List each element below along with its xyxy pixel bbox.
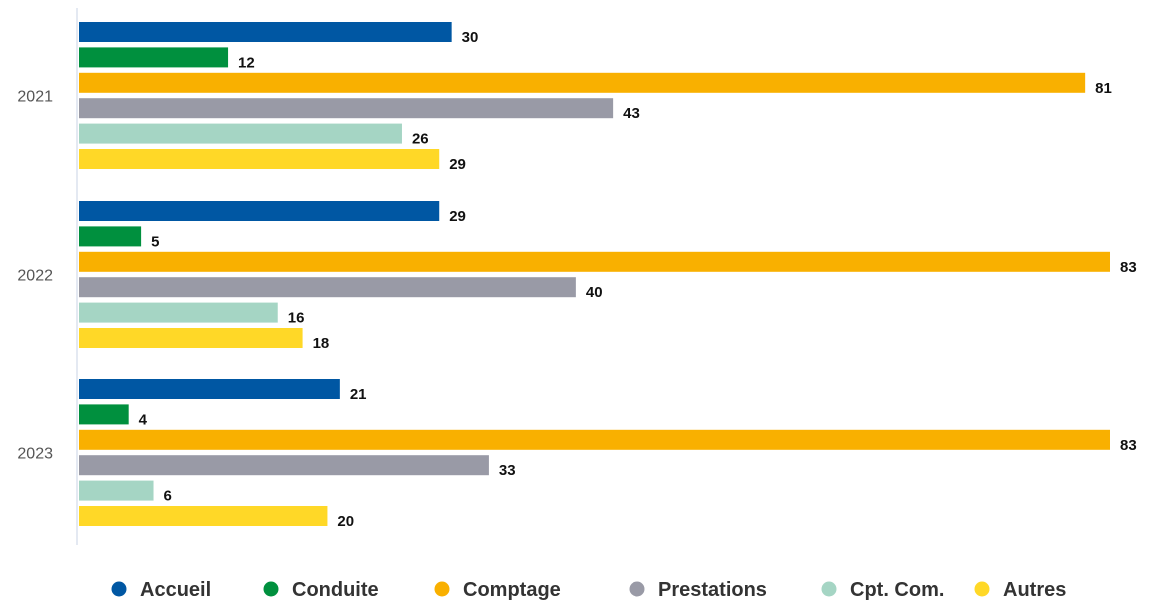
value-label-autres-2022: 18 (313, 335, 330, 352)
legend-item-cpt-com: Cpt. Com. (821, 579, 944, 601)
value-label-cpt-com-2021: 26 (412, 131, 429, 148)
bar-accueil-2022 (79, 201, 440, 221)
legend-label-conduite: Conduite (292, 579, 379, 601)
bar-prestations-2023 (79, 455, 489, 476)
bar-prestations-2022 (79, 277, 576, 298)
value-label-autres-2021: 29 (449, 156, 466, 173)
value-label-conduite-2023: 4 (139, 411, 148, 428)
legend-label-cpt-com: Cpt. Com. (850, 579, 944, 601)
bar-autres-2021 (79, 149, 440, 169)
value-label-accueil-2022: 29 (449, 208, 466, 225)
bar-autres-2023 (79, 506, 328, 526)
value-label-cpt-com-2022: 16 (288, 310, 305, 327)
bar-cpt-com-2022 (79, 302, 278, 323)
legend-dot-conduite (263, 581, 279, 597)
category-label-2023: 2023 (17, 446, 53, 463)
bar-accueil-2021 (79, 22, 452, 42)
legend-label-comptage: Comptage (463, 579, 561, 601)
value-label-accueil-2021: 30 (462, 29, 479, 46)
value-label-conduite-2022: 5 (151, 233, 159, 250)
value-label-comptage-2023: 83 (1120, 437, 1137, 454)
legend-label-prestations: Prestations (658, 579, 767, 601)
legend-item-prestations: Prestations (629, 579, 767, 601)
value-label-prestations-2023: 33 (499, 462, 516, 479)
bar-cpt-com-2023 (79, 480, 154, 501)
value-labels: 30 12 81 43 26 29 29 5 83 40 16 18 21 4 83 33 6 20 (139, 29, 1137, 530)
value-label-autres-2023: 20 (337, 513, 354, 530)
bar-conduite-2021 (79, 47, 229, 68)
value-label-comptage-2021: 81 (1095, 80, 1112, 97)
legend-dot-comptage (434, 581, 450, 597)
value-label-comptage-2022: 83 (1120, 259, 1137, 276)
legend-item-autres: Autres (974, 579, 1066, 601)
value-label-accueil-2023: 21 (350, 386, 367, 403)
bar-comptage-2021 (79, 72, 1086, 93)
legend-item-comptage: Comptage (434, 579, 561, 601)
bars (79, 22, 1110, 526)
legend-item-accueil: Accueil (111, 579, 211, 601)
category-label-2022: 2022 (17, 268, 53, 285)
bar-prestations-2021 (79, 98, 614, 119)
bar-conduite-2023 (79, 404, 129, 425)
legend-item-conduite: Conduite (263, 579, 379, 601)
legend-label-accueil: Accueil (140, 579, 211, 601)
legend-dot-cpt-com (821, 581, 837, 597)
bar-comptage-2023 (79, 429, 1110, 450)
bar-autres-2022 (79, 328, 303, 348)
category-labels: 2021 2022 2023 (17, 89, 53, 463)
value-label-conduite-2021: 12 (238, 54, 255, 71)
bar-conduite-2022 (79, 226, 142, 247)
bar-accueil-2023 (79, 379, 340, 399)
legend-dot-prestations (629, 581, 645, 597)
bar-cpt-com-2021 (79, 123, 402, 144)
bar-comptage-2022 (79, 251, 1110, 272)
value-label-cpt-com-2023: 6 (164, 488, 172, 505)
category-label-2021: 2021 (17, 89, 53, 106)
legend: Accueil Conduite Comptage Prestations Cpt. C… (111, 579, 1066, 601)
legend-dot-accueil (111, 581, 127, 597)
legend-dot-autres (974, 581, 990, 597)
legend-label-autres: Autres (1003, 579, 1066, 601)
value-label-prestations-2021: 43 (623, 105, 640, 122)
value-label-prestations-2022: 40 (586, 284, 603, 301)
